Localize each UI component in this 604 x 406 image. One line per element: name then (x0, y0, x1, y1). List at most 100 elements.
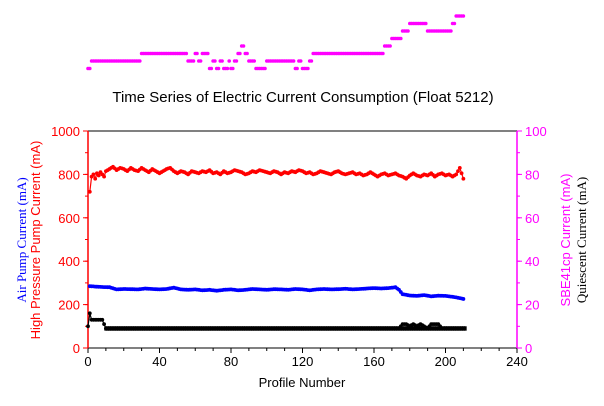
data-point-quiescent (172, 326, 176, 331)
data-point-quiescent (297, 326, 301, 331)
data-point-quiescent (165, 326, 169, 331)
sbe41-point (424, 21, 428, 26)
data-point-quiescent (284, 326, 288, 331)
data-point-quiescent (122, 326, 126, 331)
data-point-quiescent (342, 326, 346, 331)
data-point-quiescent (238, 326, 242, 331)
data-point-high_pressure (93, 176, 98, 181)
left-tick-label: 200 (58, 298, 80, 313)
data-point-quiescent (138, 326, 142, 331)
data-point-quiescent (452, 326, 456, 331)
data-point-high_pressure (91, 172, 96, 177)
data-point-quiescent (211, 326, 215, 331)
data-point-quiescent (249, 326, 253, 331)
data-point-quiescent (427, 326, 431, 331)
data-point-quiescent (149, 326, 153, 331)
data-point-quiescent (87, 311, 92, 316)
data-point-quiescent (270, 326, 274, 331)
data-point-quiescent (229, 326, 233, 331)
data-point-quiescent (295, 326, 299, 331)
data-point-quiescent (408, 326, 412, 331)
sbe41-point (388, 44, 392, 48)
series-air_pump (87, 284, 466, 301)
data-point-high_pressure (454, 172, 459, 177)
data-point-quiescent (177, 326, 181, 331)
right-axis-label-sbe41: SBE41cp Current (mA) (558, 174, 573, 307)
sbe41-point (216, 66, 221, 71)
data-point-quiescent (199, 326, 203, 331)
sbe41-point (225, 66, 230, 71)
data-point-quiescent (140, 326, 144, 331)
data-point-quiescent (372, 326, 376, 331)
data-point-quiescent (320, 326, 324, 331)
x-axis-label: Profile Number (259, 375, 346, 390)
sbe41-point (195, 51, 199, 56)
data-point-quiescent (334, 326, 338, 331)
data-point-quiescent (349, 326, 353, 331)
data-point-quiescent (111, 326, 115, 331)
data-point-quiescent (147, 326, 151, 331)
data-point-quiescent (315, 326, 319, 331)
sbe41-point (238, 51, 242, 56)
left-tick-label: 400 (58, 254, 80, 269)
data-point-quiescent (401, 326, 405, 331)
data-point-quiescent (415, 326, 419, 331)
data-point-quiescent (102, 322, 106, 326)
left-axis-ticks: 0 200 400 600 800 1000 (51, 124, 88, 356)
left-tick-label: 0 (73, 341, 80, 356)
data-point-quiescent (451, 326, 455, 331)
sbe41-strip-points (86, 14, 466, 71)
data-point-quiescent (216, 326, 220, 331)
data-point-quiescent (195, 326, 199, 331)
data-point-quiescent (454, 326, 458, 331)
right-axis-label-quiescent: Quiescent Current (mA) (574, 177, 589, 303)
data-point-quiescent (442, 326, 446, 331)
data-point-quiescent (156, 326, 160, 331)
data-point-quiescent (175, 326, 179, 331)
data-point-quiescent (256, 326, 260, 331)
sbe41-point (381, 51, 385, 56)
series-high_pressure (87, 164, 466, 194)
data-point-quiescent (170, 326, 174, 331)
data-point-quiescent (259, 326, 263, 331)
right-tick-label: 60 (525, 211, 539, 226)
data-point-quiescent (422, 326, 426, 331)
sbe41-point (309, 59, 314, 63)
sbe41-point (198, 59, 203, 63)
data-point-quiescent (158, 326, 161, 331)
data-point-quiescent (193, 326, 197, 331)
sbe41-point (399, 36, 403, 41)
chart-title: Time Series of Electric Current Consumpt… (112, 89, 493, 106)
data-point-quiescent (449, 326, 453, 331)
data-point-quiescent (458, 326, 462, 331)
data-point-quiescent (447, 326, 451, 331)
data-point-quiescent (265, 326, 269, 331)
sbe41-point (88, 66, 92, 71)
data-point-quiescent (411, 326, 415, 331)
data-point-quiescent (220, 326, 224, 331)
data-point-quiescent (413, 326, 417, 331)
data-point-quiescent (347, 326, 351, 331)
data-point-quiescent (392, 326, 396, 331)
data-point-quiescent (424, 326, 428, 331)
data-point-quiescent (227, 326, 231, 331)
sbe41-point (298, 59, 303, 63)
data-point-quiescent (166, 326, 170, 331)
data-point-quiescent (279, 326, 283, 331)
data-point-quiescent (267, 326, 271, 331)
data-point-quiescent (292, 326, 296, 331)
data-point-quiescent (410, 326, 414, 331)
data-point-high_pressure (87, 189, 92, 194)
data-point-quiescent (261, 326, 265, 331)
data-point-quiescent (127, 326, 131, 331)
data-point-high_pressure (102, 174, 106, 179)
data-point-quiescent (118, 326, 122, 331)
data-point-quiescent (86, 324, 90, 329)
right-tick-label: 100 (525, 124, 547, 139)
data-point-quiescent (379, 326, 383, 331)
data-point-quiescent (429, 326, 433, 331)
data-point-quiescent (245, 326, 249, 331)
data-point-quiescent (395, 326, 399, 331)
data-point-quiescent (333, 326, 337, 331)
